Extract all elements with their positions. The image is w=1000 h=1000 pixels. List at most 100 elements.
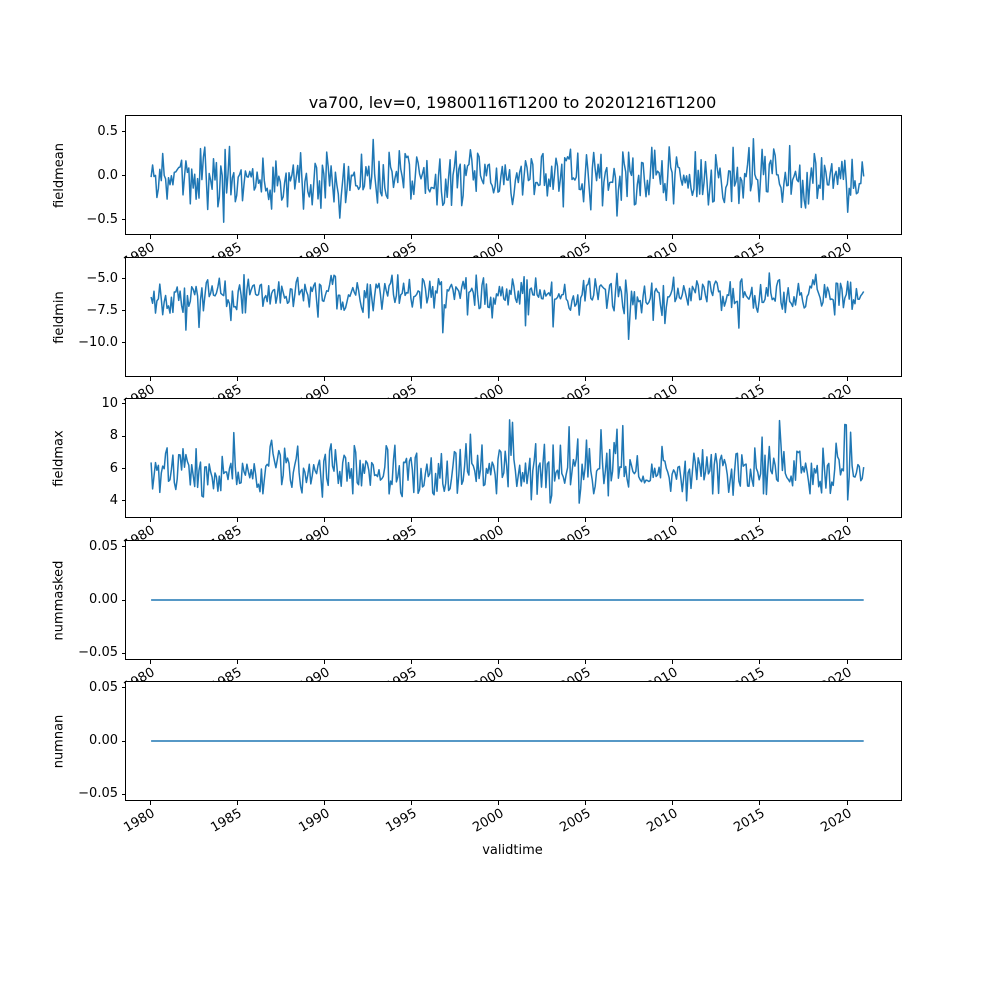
line-plot-fieldmax [150,419,865,504]
x-tick-label: 1985 [208,806,245,836]
x-tick-mark [324,518,326,522]
x-tick-mark [324,660,326,664]
y-tick-label: 0.05 [89,679,118,695]
x-tick-mark [846,518,848,522]
x-tick-mark [411,801,413,805]
fieldmax-line [150,419,865,504]
x-axis-label: validtime [482,843,543,858]
x-tick-mark [411,660,413,664]
x-tick-mark [672,377,674,381]
y-tick-mark [121,740,125,742]
x-tick-mark [498,660,500,664]
y-tick-mark [121,687,125,689]
subplot-fieldmax: fieldmax 4 6 8 10 1980 1985 1990 1995 2000 2005 20… [52,396,902,553]
y-tick-label: 4 [109,492,118,508]
subplot-nummasked: nummasked 0.05 0.00 −0.05 1980 1985 1990 1995 2… [52,539,902,695]
x-tick-mark [759,377,761,381]
x-tick-mark [411,235,413,239]
x-tick-mark [411,377,413,381]
line-plot-nummasked [151,599,864,601]
subplot-fieldmean: fieldmean 0.5 0.0 −0.5 1980 1985 1990 1995 2000… [52,115,902,270]
x-tick-label: 1995 [382,806,420,836]
x-tick-label: 2005 [557,806,594,836]
x-tick-label: 2020 [818,806,855,836]
y-tick-mark [121,175,125,177]
x-tick-mark [236,377,238,381]
x-tick-mark [236,235,238,239]
y-tick-mark [121,278,125,280]
subplot-fieldmin: fieldmin −5.0 −7.5 −10.0 1980 1985 1990 1995 20… [52,257,902,412]
x-tick-mark [498,801,500,805]
x-tick-mark [759,518,761,522]
x-tick-mark [759,235,761,239]
x-tick-mark [585,235,587,239]
fieldmin-line [150,272,865,341]
x-tick-mark [585,801,587,805]
line-plot-numnan [151,740,864,742]
y-tick-mark [121,435,125,437]
x-tick-mark [236,660,238,664]
x-tick-mark [846,235,848,239]
y-tick-label: 0.00 [89,592,118,607]
x-tick-label: 2010 [644,806,681,836]
y-tick-label: 6 [109,460,118,476]
y-tick-label: 10 [101,395,118,411]
x-tick-label: 1980 [121,806,158,836]
y-tick-mark [121,342,125,344]
y-tick-label: −10.0 [78,334,118,350]
x-tick-mark [498,518,500,522]
y-tick-label: 8 [109,428,118,444]
x-tick-label: 1990 [295,806,333,836]
x-tick-mark [759,660,761,664]
x-tick-mark [585,377,587,381]
figure-title: va700, lev=0, 19800116T1200 to 20201216T… [308,93,717,112]
x-tick-label: 2000 [470,806,507,836]
y-tick-mark [121,546,125,548]
y-tick-label: −7.5 [86,302,118,318]
x-tick-mark [585,660,587,664]
x-tick-mark [498,377,500,381]
y-tick-mark [121,219,125,221]
x-tick-mark [149,235,151,239]
line-plot-fieldmean [150,138,865,223]
line-plot-fieldmin [150,272,865,341]
y-tick-label: 0.05 [89,538,118,554]
x-tick-mark [149,660,151,664]
y-tick-mark [121,131,125,133]
subplot-numnan: numnan 0.05 0.00 −0.05 1980 1985 1990 1995 2000… [52,680,902,836]
x-tick-mark [149,518,151,522]
y-tick-label: −0.05 [78,786,118,802]
x-tick-mark [149,801,151,805]
fieldmean-line [150,138,865,223]
y-tick-mark [121,403,125,405]
y-tick-label: −0.05 [78,645,118,661]
y-tick-mark [121,468,125,469]
y-tick-label: 0.5 [97,123,118,139]
x-tick-mark [672,660,674,664]
y-tick-mark [121,599,125,601]
x-tick-mark [498,235,500,239]
x-tick-mark [846,377,848,381]
x-tick-mark [236,518,238,522]
x-tick-mark [149,377,151,381]
x-tick-mark [672,235,674,239]
y-tick-label: 0.00 [89,733,118,748]
x-tick-mark [324,801,326,805]
y-tick-label: −5.0 [86,270,118,286]
x-tick-mark [846,660,848,664]
x-tick-mark [672,518,674,522]
y-tick-mark [121,310,125,312]
x-tick-mark [672,801,674,805]
y-tick-label: −0.5 [86,211,118,227]
y-tick-mark [121,500,125,502]
y-tick-mark [121,652,125,654]
x-tick-mark [324,377,326,381]
x-tick-mark [585,518,587,522]
x-tick-mark [846,801,848,805]
x-tick-mark [324,235,326,239]
y-tick-mark [121,793,125,795]
y-tick-label: 0.0 [97,167,118,183]
x-tick-mark [236,801,238,805]
x-tick-label: 2015 [731,806,768,836]
